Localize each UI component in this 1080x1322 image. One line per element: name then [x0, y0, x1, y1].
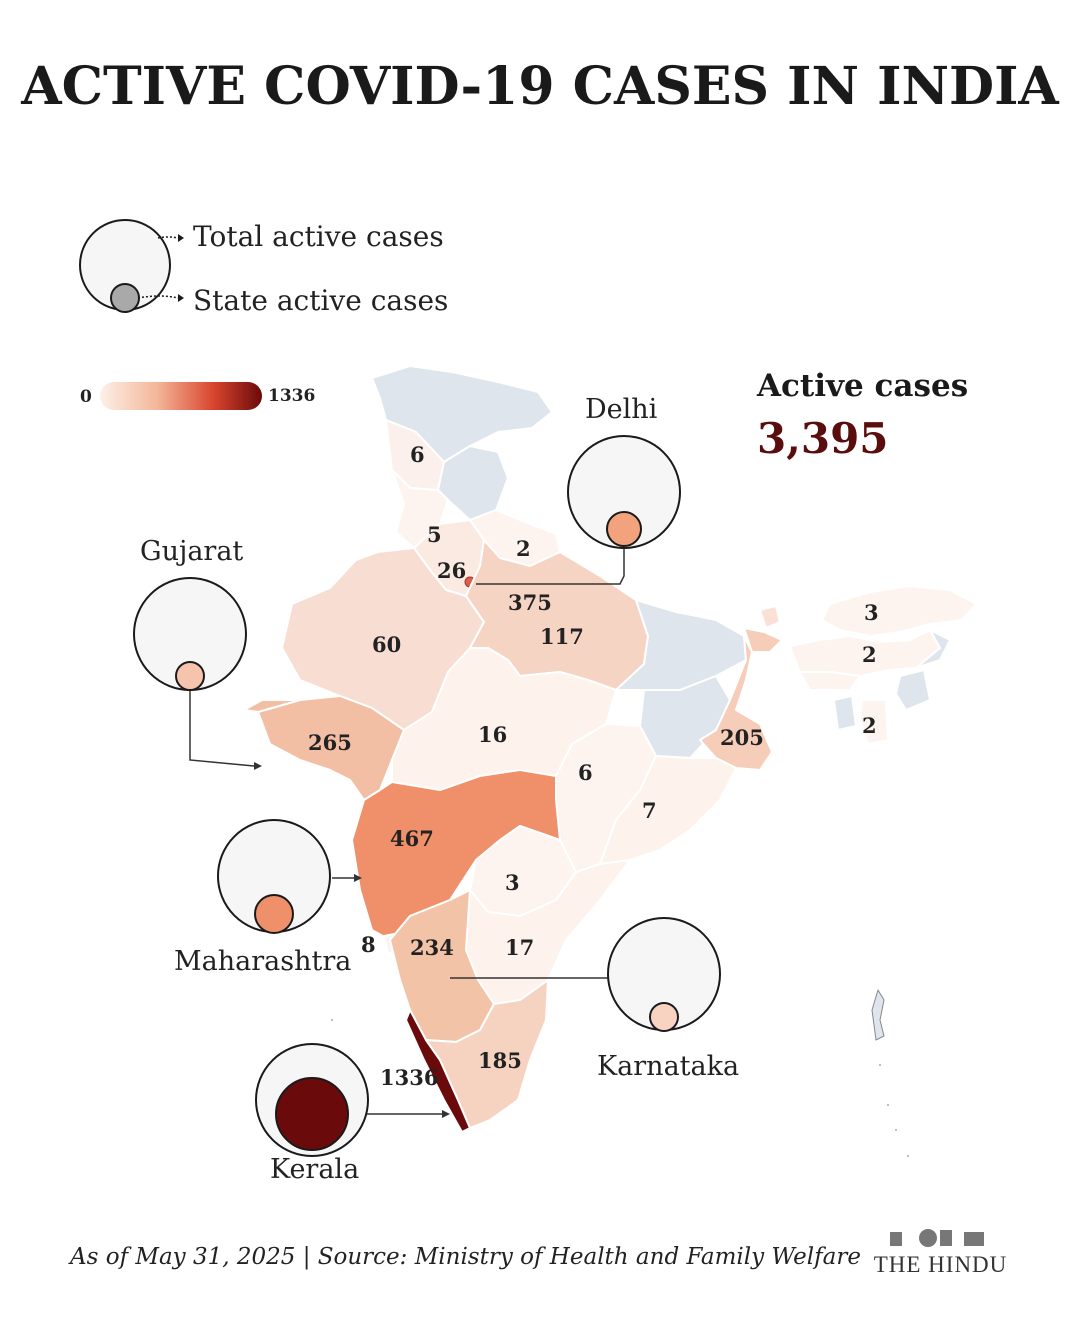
callout-name-delhi: Delhi — [585, 394, 658, 425]
label-mizoram: 2 — [862, 713, 877, 738]
kerala-state-circle — [275, 1077, 349, 1151]
label-gujarat: 265 — [308, 730, 352, 755]
label-chhattisgarh: 6 — [578, 760, 593, 785]
active-cases-title: Active cases — [757, 368, 969, 404]
scale-min-label: 0 — [80, 387, 92, 407]
maharashtra-state-circle — [254, 894, 294, 934]
label-telangana: 3 — [505, 870, 520, 895]
state-west-bengal — [699, 635, 773, 771]
label-odisha: 7 — [642, 798, 657, 823]
label-himachal-pradesh: 6 — [410, 442, 425, 467]
label-west-bengal: 205 — [720, 725, 764, 750]
karnataka-state-circle — [649, 1002, 679, 1032]
callout-name-karnataka: Karnataka — [597, 1051, 739, 1082]
label-haryana: 26 — [437, 558, 466, 583]
label-tamil-nadu: 185 — [478, 1048, 522, 1073]
state-gujarat-kutch — [243, 699, 301, 713]
label-madhya-pradesh: 16 — [478, 722, 507, 747]
state-nagaland — [915, 629, 951, 669]
label-karnataka: 234 — [410, 935, 454, 960]
label-uttar-pradesh: 117 — [540, 624, 584, 649]
circle-size-legend — [79, 219, 184, 313]
state-manipur — [895, 669, 931, 711]
color-scale-bar — [100, 382, 262, 410]
gujarat-connector — [189, 690, 255, 767]
legend-state-label: State active cases — [193, 284, 449, 317]
publisher-logo: THE HINDU — [868, 1222, 1013, 1282]
page-title: ACTIVE COVID-19 CASES IN INDIA — [21, 56, 1059, 117]
state-odisha — [599, 755, 737, 865]
state-meghalaya — [799, 671, 861, 691]
andaman-islands — [871, 989, 885, 1041]
state-mizoram — [859, 699, 889, 745]
state-tripura — [833, 695, 857, 731]
state-sikkim — [759, 605, 781, 629]
callout-name-maharashtra: Maharashtra — [174, 946, 351, 977]
label-uttarakhand: 2 — [516, 536, 531, 561]
callout-name-kerala: Kerala — [270, 1154, 359, 1185]
gujarat-state-circle — [175, 661, 205, 691]
delhi-state-circle — [606, 511, 642, 547]
label-delhi: 375 — [508, 590, 552, 615]
source-footer: As of May 31, 2025 | Source: Ministry of… — [70, 1244, 861, 1270]
label-rajasthan: 60 — [372, 632, 401, 657]
active-cases-value: 3,395 — [757, 414, 889, 463]
label-goa: 8 — [361, 932, 376, 957]
label-arunachal-pradesh: 3 — [864, 600, 879, 625]
legend-total-arrow — [157, 236, 179, 239]
state-tamil-nadu — [425, 979, 549, 1129]
legend-state-arrow — [137, 295, 179, 299]
masthead-emblem-icon — [890, 1229, 984, 1247]
label-andhra-pradesh: 17 — [505, 935, 534, 960]
label-kerala: 1336 — [380, 1065, 438, 1090]
delhi-total-circle — [567, 435, 681, 549]
scale-max-label: 1336 — [268, 386, 316, 406]
state-arunachal-pradesh — [821, 585, 977, 637]
label-punjab: 5 — [427, 522, 442, 547]
label-maharashtra: 467 — [390, 826, 434, 851]
legend-total-label: Total active cases — [193, 220, 444, 253]
callout-name-gujarat: Gujarat — [140, 536, 243, 567]
state-west-bengal-north — [743, 627, 783, 653]
label-assam: 2 — [862, 642, 877, 667]
publisher-name: THE HINDU — [873, 1252, 1008, 1277]
delhi-connector — [476, 546, 625, 585]
